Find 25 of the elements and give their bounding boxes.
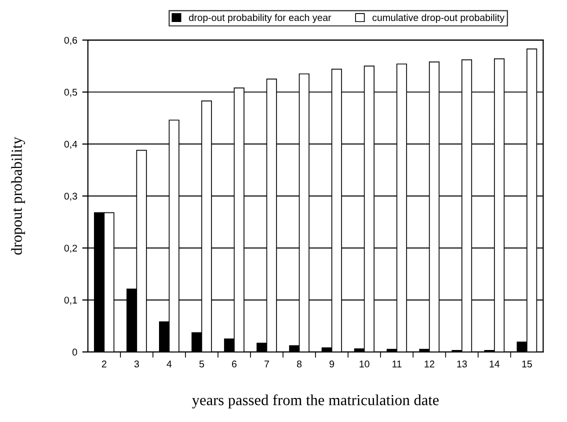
x-tick-label: 10 xyxy=(360,360,370,368)
x-tick-label: 14 xyxy=(490,360,500,368)
legend-label: cumulative drop-out probability xyxy=(372,14,504,23)
y-tick-label: 0,6 xyxy=(64,36,78,45)
y-tick-label: 0,4 xyxy=(64,140,78,149)
legend-label: drop-out probability for each year xyxy=(189,14,332,23)
x-tick-label: 7 xyxy=(264,360,269,368)
y-tick-label: 0,1 xyxy=(64,296,77,305)
x-tick-label: 4 xyxy=(166,360,172,368)
x-tick-label: 15 xyxy=(522,360,532,368)
x-tick-label: 11 xyxy=(392,360,402,368)
x-tick-label: 5 xyxy=(199,360,204,368)
x-tick-label: 3 xyxy=(134,360,139,368)
y-tick-label: 0,3 xyxy=(64,192,78,201)
x-tick-label: 8 xyxy=(296,360,302,368)
y-tick-label: 0,5 xyxy=(64,88,78,97)
x-tick-label: 12 xyxy=(424,360,434,368)
x-tick-label: 2 xyxy=(102,360,106,368)
y-tick-label: 0,2 xyxy=(64,244,77,253)
x-tick-label: 9 xyxy=(330,360,334,368)
x-tick-label: 13 xyxy=(457,360,467,368)
x-tick-label: 6 xyxy=(232,360,237,368)
y-axis-title: dropout probability xyxy=(11,136,26,255)
y-tick-label: 0 xyxy=(72,348,78,356)
x-axis-title: years passed from the matriculation date xyxy=(192,394,439,408)
